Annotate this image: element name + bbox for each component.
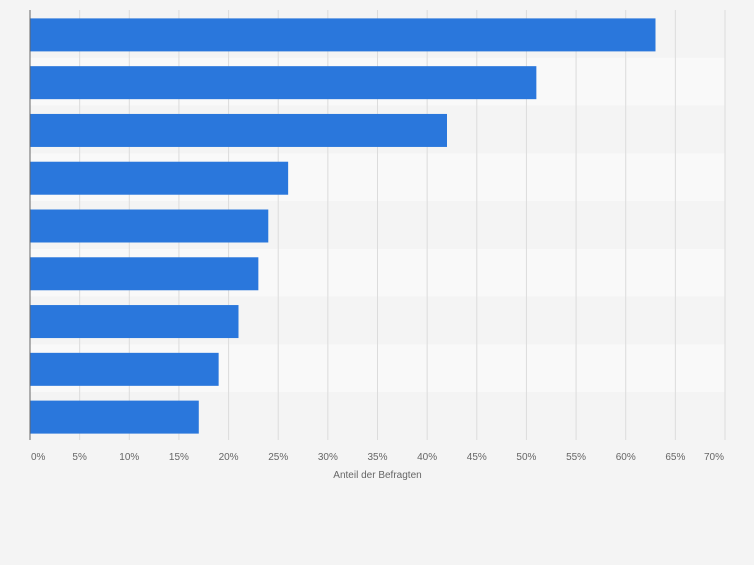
x-tick-label: 35% [367, 452, 387, 463]
x-tick-label: 20% [219, 452, 239, 463]
bar [30, 113, 447, 147]
x-tick-label: 25% [268, 452, 288, 463]
x-tick-label: 45% [467, 452, 487, 463]
x-tick-label: 65% [665, 452, 685, 463]
bar [30, 305, 239, 339]
bar [30, 400, 199, 434]
x-axis-label: Anteil der Befragten [333, 470, 421, 481]
bars [30, 18, 656, 434]
x-tick-label: 10% [119, 452, 139, 463]
x-tick-label: 0% [31, 452, 46, 463]
bar [30, 257, 259, 291]
x-tick-label: 15% [169, 452, 189, 463]
x-tick-label: 55% [566, 452, 586, 463]
x-tick-label: 60% [616, 452, 636, 463]
x-tick-label: 5% [72, 452, 87, 463]
bar [30, 161, 289, 195]
x-tick-label: 30% [318, 452, 338, 463]
x-tick-label: 50% [516, 452, 536, 463]
x-tick-label: 40% [417, 452, 437, 463]
bar [30, 18, 656, 52]
bar [30, 66, 537, 100]
bar [30, 209, 269, 243]
bar [30, 352, 219, 386]
x-tick-label: 70% [704, 452, 724, 463]
x-axis-ticks: 0% 5% 10% 15% 20% 25% 30% 35% 40% 45% 50% 55% 60% 65%… [31, 452, 724, 463]
